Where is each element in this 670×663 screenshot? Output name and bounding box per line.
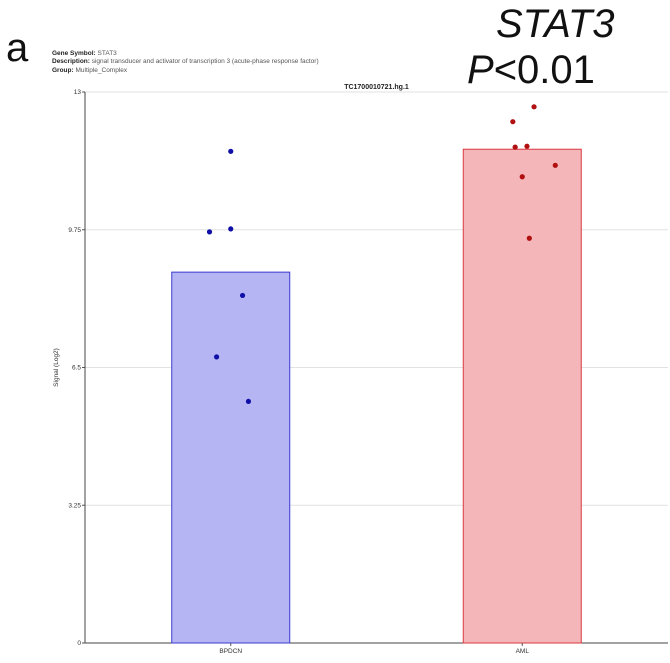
y-axis-label: Signal (Log2) <box>53 348 60 387</box>
description-row: Description: signal transducer and activ… <box>52 58 319 66</box>
data-point-bpdcn <box>245 398 252 405</box>
group-value: Multiple_Complex <box>75 66 128 74</box>
data-point-aml <box>552 162 558 168</box>
data-point-bpdcn <box>228 226 234 232</box>
data-point-bpdcn <box>239 292 246 299</box>
y-tick-label: 9.75 <box>68 227 81 234</box>
data-point-bpdcn <box>228 148 234 154</box>
p-value-threshold: <0.01 <box>493 48 595 92</box>
gene-symbol-value: STAT3 <box>97 50 117 57</box>
data-point-bpdcn <box>206 229 213 235</box>
gene-annotation: STAT3 <box>496 2 615 46</box>
gene-symbol-row: Gene Symbol: STAT3 <box>52 50 319 58</box>
p-value-symbol: P <box>467 48 494 92</box>
x-tick-label: BPDCN <box>219 648 242 655</box>
bar-aml <box>462 148 582 644</box>
data-point-aml <box>526 235 532 241</box>
x-tick-label: AML <box>516 648 530 655</box>
panel-label: a <box>6 26 29 70</box>
description-label: Description: <box>52 58 90 66</box>
y-tick-label: 0 <box>77 640 81 647</box>
gene-symbol-label: Gene Symbol: <box>52 50 96 57</box>
data-point-aml <box>512 144 518 150</box>
data-point-aml <box>531 104 537 110</box>
data-point-bpdcn <box>213 354 220 360</box>
y-tick-label: 3.25 <box>68 502 81 509</box>
group-row: Group: Multiple_Complex <box>52 67 319 75</box>
data-point-aml <box>519 174 525 180</box>
y-tick-label: 6.5 <box>72 365 81 372</box>
p-value-annotation: P<0.01 <box>467 48 595 92</box>
description-value: signal transducer and activator of trans… <box>91 58 319 66</box>
gene-metadata: Gene Symbol: STAT3 Description: signal t… <box>52 50 319 75</box>
group-label: Group: <box>52 66 74 74</box>
y-tick-label: 13 <box>74 89 82 96</box>
chart-title: TC1700010721.hg.1 <box>344 84 409 91</box>
data-point-aml <box>510 119 516 125</box>
bar-bpdcn <box>171 271 291 644</box>
data-point-aml <box>524 143 530 149</box>
